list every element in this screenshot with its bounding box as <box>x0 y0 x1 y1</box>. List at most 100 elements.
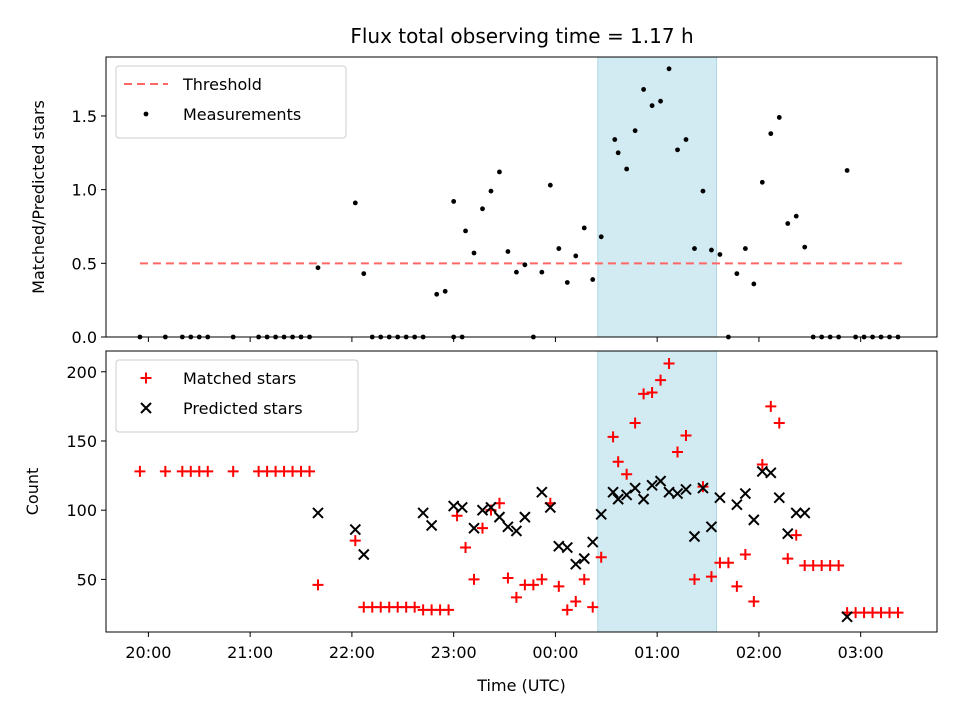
legend: Threshold Measurements <box>115 65 347 139</box>
data-point <box>833 560 845 572</box>
data-point <box>451 199 457 204</box>
data-point <box>607 431 619 443</box>
data-point <box>349 535 361 547</box>
data-point <box>425 519 438 532</box>
data-point <box>443 604 455 616</box>
data-point <box>522 262 528 268</box>
legend-swatch-matched <box>140 372 152 384</box>
y-tick-label: 50 <box>77 570 97 589</box>
legend-label: Matched stars <box>183 369 296 388</box>
data-point <box>315 265 321 271</box>
data-point <box>134 465 146 477</box>
data-point <box>688 530 701 543</box>
data-point <box>578 573 590 585</box>
data-point <box>739 548 751 560</box>
data-point <box>612 137 618 142</box>
data-point <box>227 465 239 477</box>
data-point <box>671 487 684 500</box>
data-point <box>638 388 650 400</box>
data-point <box>570 558 582 570</box>
data-point <box>782 553 794 565</box>
data-point <box>683 137 689 142</box>
data-point <box>561 541 573 554</box>
legend: Matched stars Predicted stars <box>115 359 359 433</box>
data-point <box>536 573 548 585</box>
data-point <box>722 557 734 569</box>
data-point <box>785 221 791 226</box>
legend-label: Measurements <box>183 105 301 124</box>
series-predicted-stars <box>312 465 853 623</box>
y-tick-label: 0.0 <box>72 328 97 347</box>
y-tick-label: 1.5 <box>72 107 97 126</box>
data-point <box>553 580 565 592</box>
data-point <box>476 522 488 534</box>
data-point <box>799 507 811 519</box>
data-point <box>561 604 573 616</box>
data-point <box>709 247 714 253</box>
data-point <box>739 487 752 500</box>
data-point <box>502 521 514 533</box>
data-point <box>666 66 672 72</box>
data-point <box>697 482 709 494</box>
data-point <box>688 573 700 585</box>
data-point <box>456 501 468 514</box>
y-axis-label: Matched/Predicted stars <box>29 100 48 294</box>
data-point <box>620 489 633 501</box>
data-point <box>587 601 599 613</box>
x-axis-label: Time (UTC) <box>476 676 565 695</box>
legend-box <box>115 359 359 433</box>
data-point <box>782 528 794 540</box>
x-tick-label: 00:00 <box>532 643 578 662</box>
data-point <box>776 115 782 120</box>
data-point <box>598 234 604 240</box>
data-point <box>734 271 740 277</box>
data-point <box>480 206 485 212</box>
axes-frame <box>105 56 938 338</box>
data-point <box>581 225 587 231</box>
legend-swatch-predicted <box>140 402 152 414</box>
data-point <box>680 429 692 441</box>
data-point <box>460 542 472 554</box>
data-point <box>765 467 777 479</box>
data-point <box>417 507 429 519</box>
data-point <box>672 446 684 458</box>
highlight-span <box>597 56 718 338</box>
data-point <box>629 417 641 429</box>
data-point <box>536 486 548 498</box>
data-point <box>493 511 506 523</box>
data-point <box>680 483 692 496</box>
data-point <box>358 548 370 561</box>
data-point <box>748 514 760 526</box>
data-point <box>434 291 440 297</box>
data-point <box>654 475 667 487</box>
data-point <box>352 200 358 206</box>
data-point <box>759 179 765 185</box>
y-tick-label: 1.0 <box>72 181 97 200</box>
data-point <box>751 281 757 287</box>
top-panel-matched-ratio: 0.0 0.5 1.0 1.5 Matched/Predicted stars Thres… <box>29 56 938 347</box>
data-point <box>471 250 477 256</box>
data-point <box>773 492 785 504</box>
data-point <box>488 188 494 194</box>
chart-title: Flux total observing time = 1.17 h <box>350 24 693 48</box>
data-point <box>202 465 214 477</box>
data-point <box>442 288 448 294</box>
x-tick-label: 03:00 <box>838 643 884 662</box>
data-point <box>646 387 658 399</box>
legend-box <box>115 65 347 139</box>
data-point <box>573 253 579 259</box>
data-point <box>646 479 658 491</box>
data-point <box>705 571 717 583</box>
data-point <box>802 244 808 250</box>
legend-swatch-measurements <box>143 111 149 117</box>
data-point <box>731 498 743 511</box>
data-point <box>514 269 519 275</box>
y-tick-label: 100 <box>66 501 97 520</box>
x-tick-label: 22:00 <box>329 643 375 662</box>
data-point <box>658 98 663 104</box>
data-point <box>655 374 667 386</box>
highlight-span <box>597 350 718 633</box>
data-point <box>502 572 514 584</box>
data-point <box>700 188 706 194</box>
data-point <box>612 493 624 505</box>
